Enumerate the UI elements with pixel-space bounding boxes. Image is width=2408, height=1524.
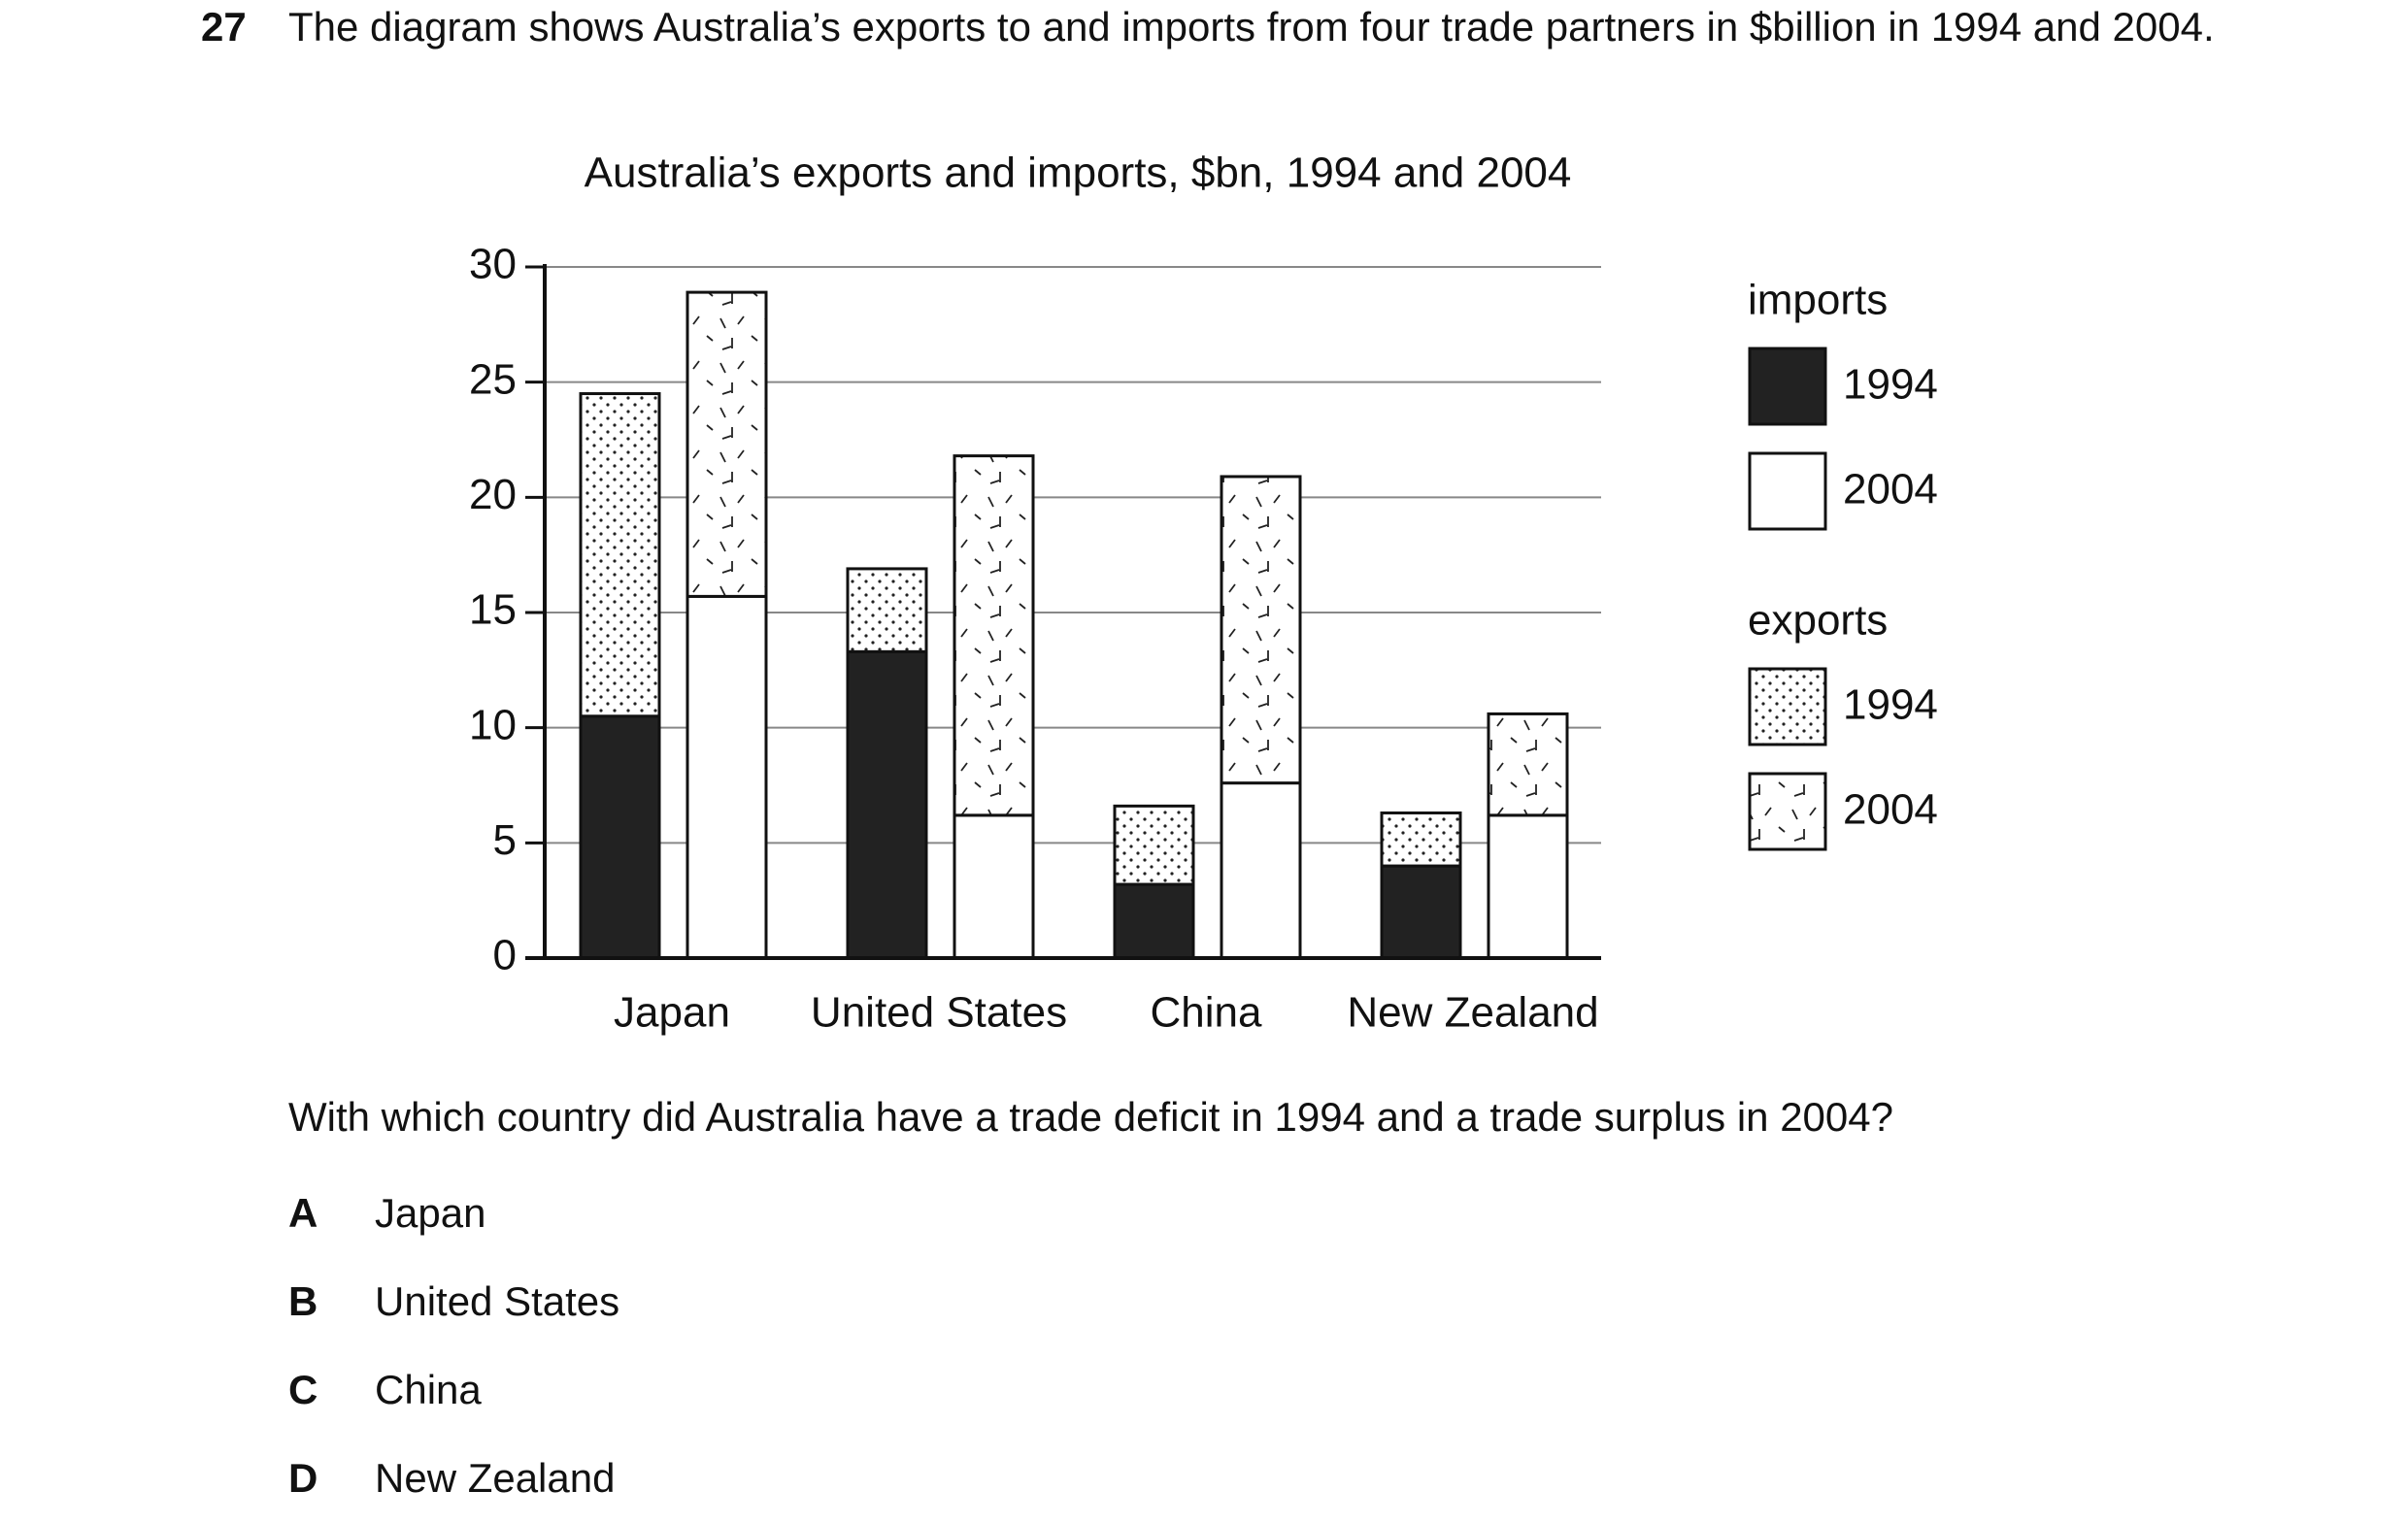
bar-segment xyxy=(1380,864,1462,960)
bar-segment xyxy=(953,813,1035,960)
option-letter: D xyxy=(288,1455,318,1501)
prompt: With which country did Australia have a … xyxy=(288,1094,1893,1140)
bar-segment xyxy=(1113,882,1195,960)
question-text: The diagram shows Australia’s exports to… xyxy=(288,4,2215,50)
x-tick-label: Japan xyxy=(614,989,730,1037)
option-text: New Zealand xyxy=(375,1455,616,1501)
option-letter: B xyxy=(288,1278,318,1324)
chart-title: Australia’s exports and imports, $bn, 19… xyxy=(585,149,1572,197)
legend-swatch xyxy=(1748,772,1827,851)
bar-segment xyxy=(1113,804,1195,886)
y-tick-label: 10 xyxy=(469,701,517,748)
bar-segment xyxy=(686,290,768,598)
y-tick-label: 5 xyxy=(493,816,517,864)
y-tick-label: 30 xyxy=(469,241,517,288)
option-text: China xyxy=(375,1367,482,1412)
y-tick-label: 20 xyxy=(469,471,517,518)
bar-segment xyxy=(1487,712,1569,817)
x-tick-label: United States xyxy=(811,989,1067,1037)
bar-segment xyxy=(1380,811,1462,868)
bar-segment xyxy=(953,454,1035,817)
legend-label: 2004 xyxy=(1843,466,1938,514)
legend-label: 1994 xyxy=(1843,361,1938,409)
option-letter: C xyxy=(288,1367,318,1412)
option-letter: A xyxy=(288,1190,318,1236)
bar-segment xyxy=(846,567,928,653)
legend-swatch xyxy=(1748,451,1827,531)
bar-segment xyxy=(1220,781,1302,960)
option-text: United States xyxy=(375,1278,620,1324)
bar-segment xyxy=(579,392,661,718)
x-tick-label: New Zealand xyxy=(1347,989,1598,1037)
legend-group-title: imports xyxy=(1748,277,1888,324)
option-text: Japan xyxy=(375,1190,486,1236)
bar-segment xyxy=(579,714,661,960)
y-tick-label: 0 xyxy=(493,932,517,979)
y-tick-label: 15 xyxy=(469,586,517,634)
bar-segment xyxy=(686,594,768,960)
legend-swatch xyxy=(1748,347,1827,426)
y-tick-label: 25 xyxy=(469,355,517,403)
x-tick-label: China xyxy=(1151,989,1262,1037)
bar-segment xyxy=(846,649,928,960)
legend-label: 2004 xyxy=(1843,786,1938,834)
legend-label: 1994 xyxy=(1843,681,1938,729)
bar-segment xyxy=(1487,813,1569,960)
bar-segment xyxy=(1220,475,1302,785)
legend-group-title: exports xyxy=(1748,597,1888,645)
question-number: 27 xyxy=(201,4,247,50)
legend-swatch xyxy=(1748,667,1827,746)
